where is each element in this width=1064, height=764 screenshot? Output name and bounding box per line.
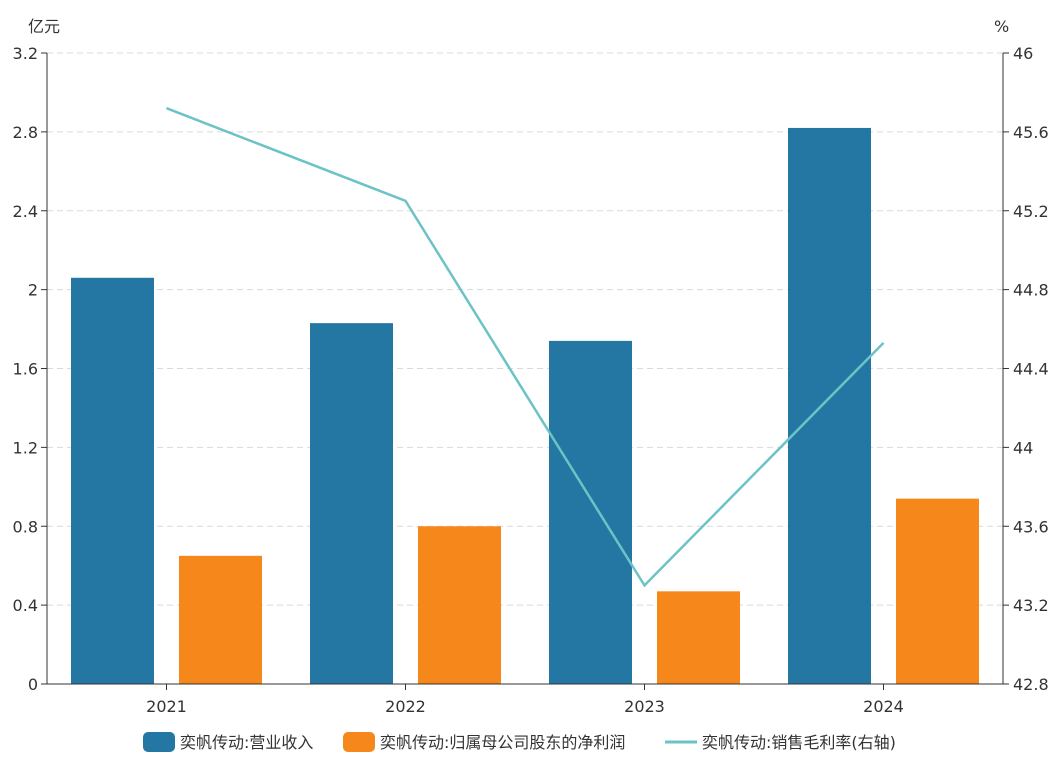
right-tick-label: 44.8 <box>1013 281 1049 300</box>
legend-label: 奕帆传动:销售毛利率(右轴) <box>702 733 896 752</box>
bar-net-profit <box>896 498 979 684</box>
bar-net-profit <box>657 591 740 684</box>
right-tick-label: 43.6 <box>1013 517 1049 536</box>
right-tick-label: 44 <box>1013 438 1033 457</box>
left-tick-label: 0.4 <box>13 596 38 615</box>
bar-revenue <box>549 340 632 684</box>
left-axis-unit: 亿元 <box>28 17 60 36</box>
bar-revenue <box>310 323 393 684</box>
legend-label: 奕帆传动:归属母公司股东的净利润 <box>380 733 625 752</box>
line-gross-margin <box>166 107 885 588</box>
x-tick-label: 2022 <box>385 697 426 716</box>
x-tick-label: 2024 <box>863 697 904 716</box>
left-tick-label: 2.4 <box>13 202 38 221</box>
bar-revenue <box>788 127 871 684</box>
left-tick-label: 2.8 <box>13 123 38 142</box>
x-tick-label: 2021 <box>146 697 187 716</box>
right-tick-label: 44.4 <box>1013 360 1049 379</box>
left-tick-label: 0.8 <box>13 517 38 536</box>
left-tick-label: 0 <box>28 675 38 694</box>
right-tick-label: 45.6 <box>1013 123 1049 142</box>
legend-swatch <box>343 732 375 752</box>
left-tick-label: 1.2 <box>13 438 38 457</box>
bar-net-profit <box>418 526 501 684</box>
bar-net-profit <box>179 555 262 684</box>
bar-revenue <box>71 277 154 684</box>
left-tick-label: 1.6 <box>13 360 38 379</box>
right-tick-label: 43.2 <box>1013 596 1049 615</box>
left-tick-label: 3.2 <box>13 44 38 63</box>
line-series <box>166 107 885 588</box>
right-tick-label: 46 <box>1013 44 1033 63</box>
legend: 奕帆传动:营业收入 奕帆传动:归属母公司股东的净利润 奕帆传动:销售毛利率(右轴) <box>143 732 896 752</box>
right-tick-label: 45.2 <box>1013 202 1049 221</box>
legend-swatch <box>143 732 175 752</box>
right-tick-label: 42.8 <box>1013 675 1049 694</box>
axes: 亿元 % 0 0.4 0.8 1.2 1.6 2 2.4 2.8 3.2 42.8 43.2 43.6… <box>13 17 1049 716</box>
x-tick-label: 2023 <box>624 697 665 716</box>
left-tick-label: 2 <box>28 281 38 300</box>
right-axis-unit: % <box>994 17 1009 36</box>
legend-label: 奕帆传动:营业收入 <box>180 733 313 752</box>
bar-series <box>71 127 979 684</box>
